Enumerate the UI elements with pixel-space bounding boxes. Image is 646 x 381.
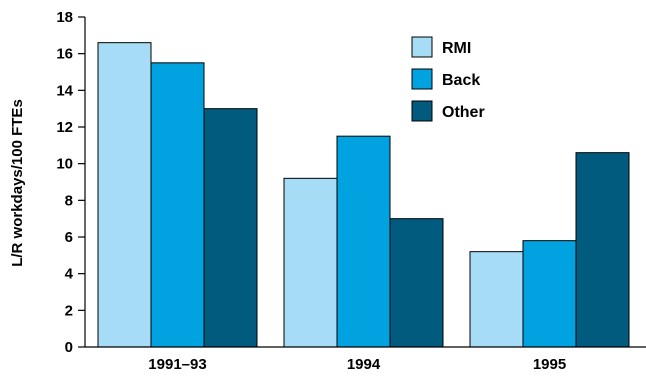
bar-rmi-2 (283, 177, 338, 348)
y-tick-label: 8 (65, 192, 73, 209)
legend-swatch-back (411, 68, 433, 90)
y-tick-label: 6 (65, 229, 73, 246)
bar-other-2 (389, 218, 444, 348)
legend-label-rmi: RMI (442, 40, 471, 57)
y-tick-label: 0 (65, 339, 73, 356)
y-tick-label: 18 (56, 9, 73, 26)
y-tick-label: 2 (65, 302, 73, 319)
bar-other-1 (203, 108, 258, 348)
y-tick-label: 10 (56, 156, 73, 173)
bar-other-3 (575, 152, 630, 348)
legend-swatch-other (411, 100, 433, 122)
x-tick-label: 1995 (533, 356, 566, 373)
legend-label-other: Other (442, 104, 485, 121)
x-tick-label: 1991–93 (148, 356, 206, 373)
legend-label-back: Back (442, 72, 480, 89)
y-tick-label: 16 (56, 46, 73, 63)
legend: RMI Back Other (411, 36, 485, 122)
y-tick-label: 14 (56, 82, 73, 99)
y-tick-label: 4 (65, 266, 74, 283)
bars-group (97, 42, 630, 348)
y-tick-label: 12 (56, 119, 73, 136)
x-axis: 1991–93 1994 1995 (85, 346, 646, 373)
legend-swatch-rmi (411, 36, 433, 58)
y-axis: 0 2 4 6 8 10 12 14 16 18 (56, 9, 86, 356)
y-axis-label: L/R workdays/100 FTEs (9, 99, 26, 267)
x-tick-label: 1994 (347, 356, 381, 373)
bar-rmi-1 (97, 42, 152, 348)
bar-rmi-3 (469, 251, 524, 348)
bar-back-1 (150, 62, 205, 348)
bar-back-3 (522, 240, 577, 348)
bar-back-2 (336, 135, 391, 348)
